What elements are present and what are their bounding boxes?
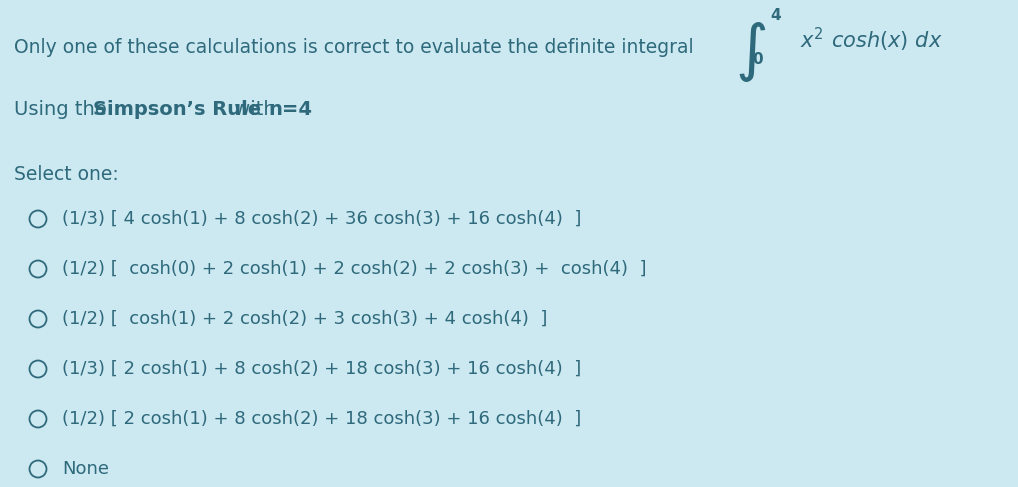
Text: $\mathit{x}^2$ $\mathbf{\mathit{cosh(x)\ dx}}$: $\mathit{x}^2$ $\mathbf{\mathit{cosh(x)\…	[800, 26, 943, 54]
Text: (1/3) [ 4 cosh(1) + 8 cosh(2) + 36 cosh(3) + 16 cosh(4)  ]: (1/3) [ 4 cosh(1) + 8 cosh(2) + 36 cosh(…	[62, 210, 581, 228]
Text: (1/2) [ 2 cosh(1) + 8 cosh(2) + 18 cosh(3) + 16 cosh(4)  ]: (1/2) [ 2 cosh(1) + 8 cosh(2) + 18 cosh(…	[62, 410, 581, 428]
Text: with: with	[228, 100, 282, 119]
Text: n=4: n=4	[268, 100, 312, 119]
Text: $\int$: $\int$	[735, 20, 767, 84]
Text: Only one of these calculations is correct to evaluate the definite integral: Only one of these calculations is correc…	[14, 38, 693, 57]
Text: None: None	[62, 460, 109, 478]
Text: Select one:: Select one:	[14, 165, 119, 184]
Text: (1/3) [ 2 cosh(1) + 8 cosh(2) + 18 cosh(3) + 16 cosh(4)  ]: (1/3) [ 2 cosh(1) + 8 cosh(2) + 18 cosh(…	[62, 360, 581, 378]
Text: Using the: Using the	[14, 100, 113, 119]
Text: 0: 0	[752, 52, 762, 67]
Text: (1/2) [  cosh(1) + 2 cosh(2) + 3 cosh(3) + 4 cosh(4)  ]: (1/2) [ cosh(1) + 2 cosh(2) + 3 cosh(3) …	[62, 310, 548, 328]
Text: 4: 4	[770, 8, 781, 23]
Text: (1/2) [  cosh(0) + 2 cosh(1) + 2 cosh(2) + 2 cosh(3) +  cosh(4)  ]: (1/2) [ cosh(0) + 2 cosh(1) + 2 cosh(2) …	[62, 260, 646, 278]
Text: Simpson’s Rule: Simpson’s Rule	[93, 100, 262, 119]
